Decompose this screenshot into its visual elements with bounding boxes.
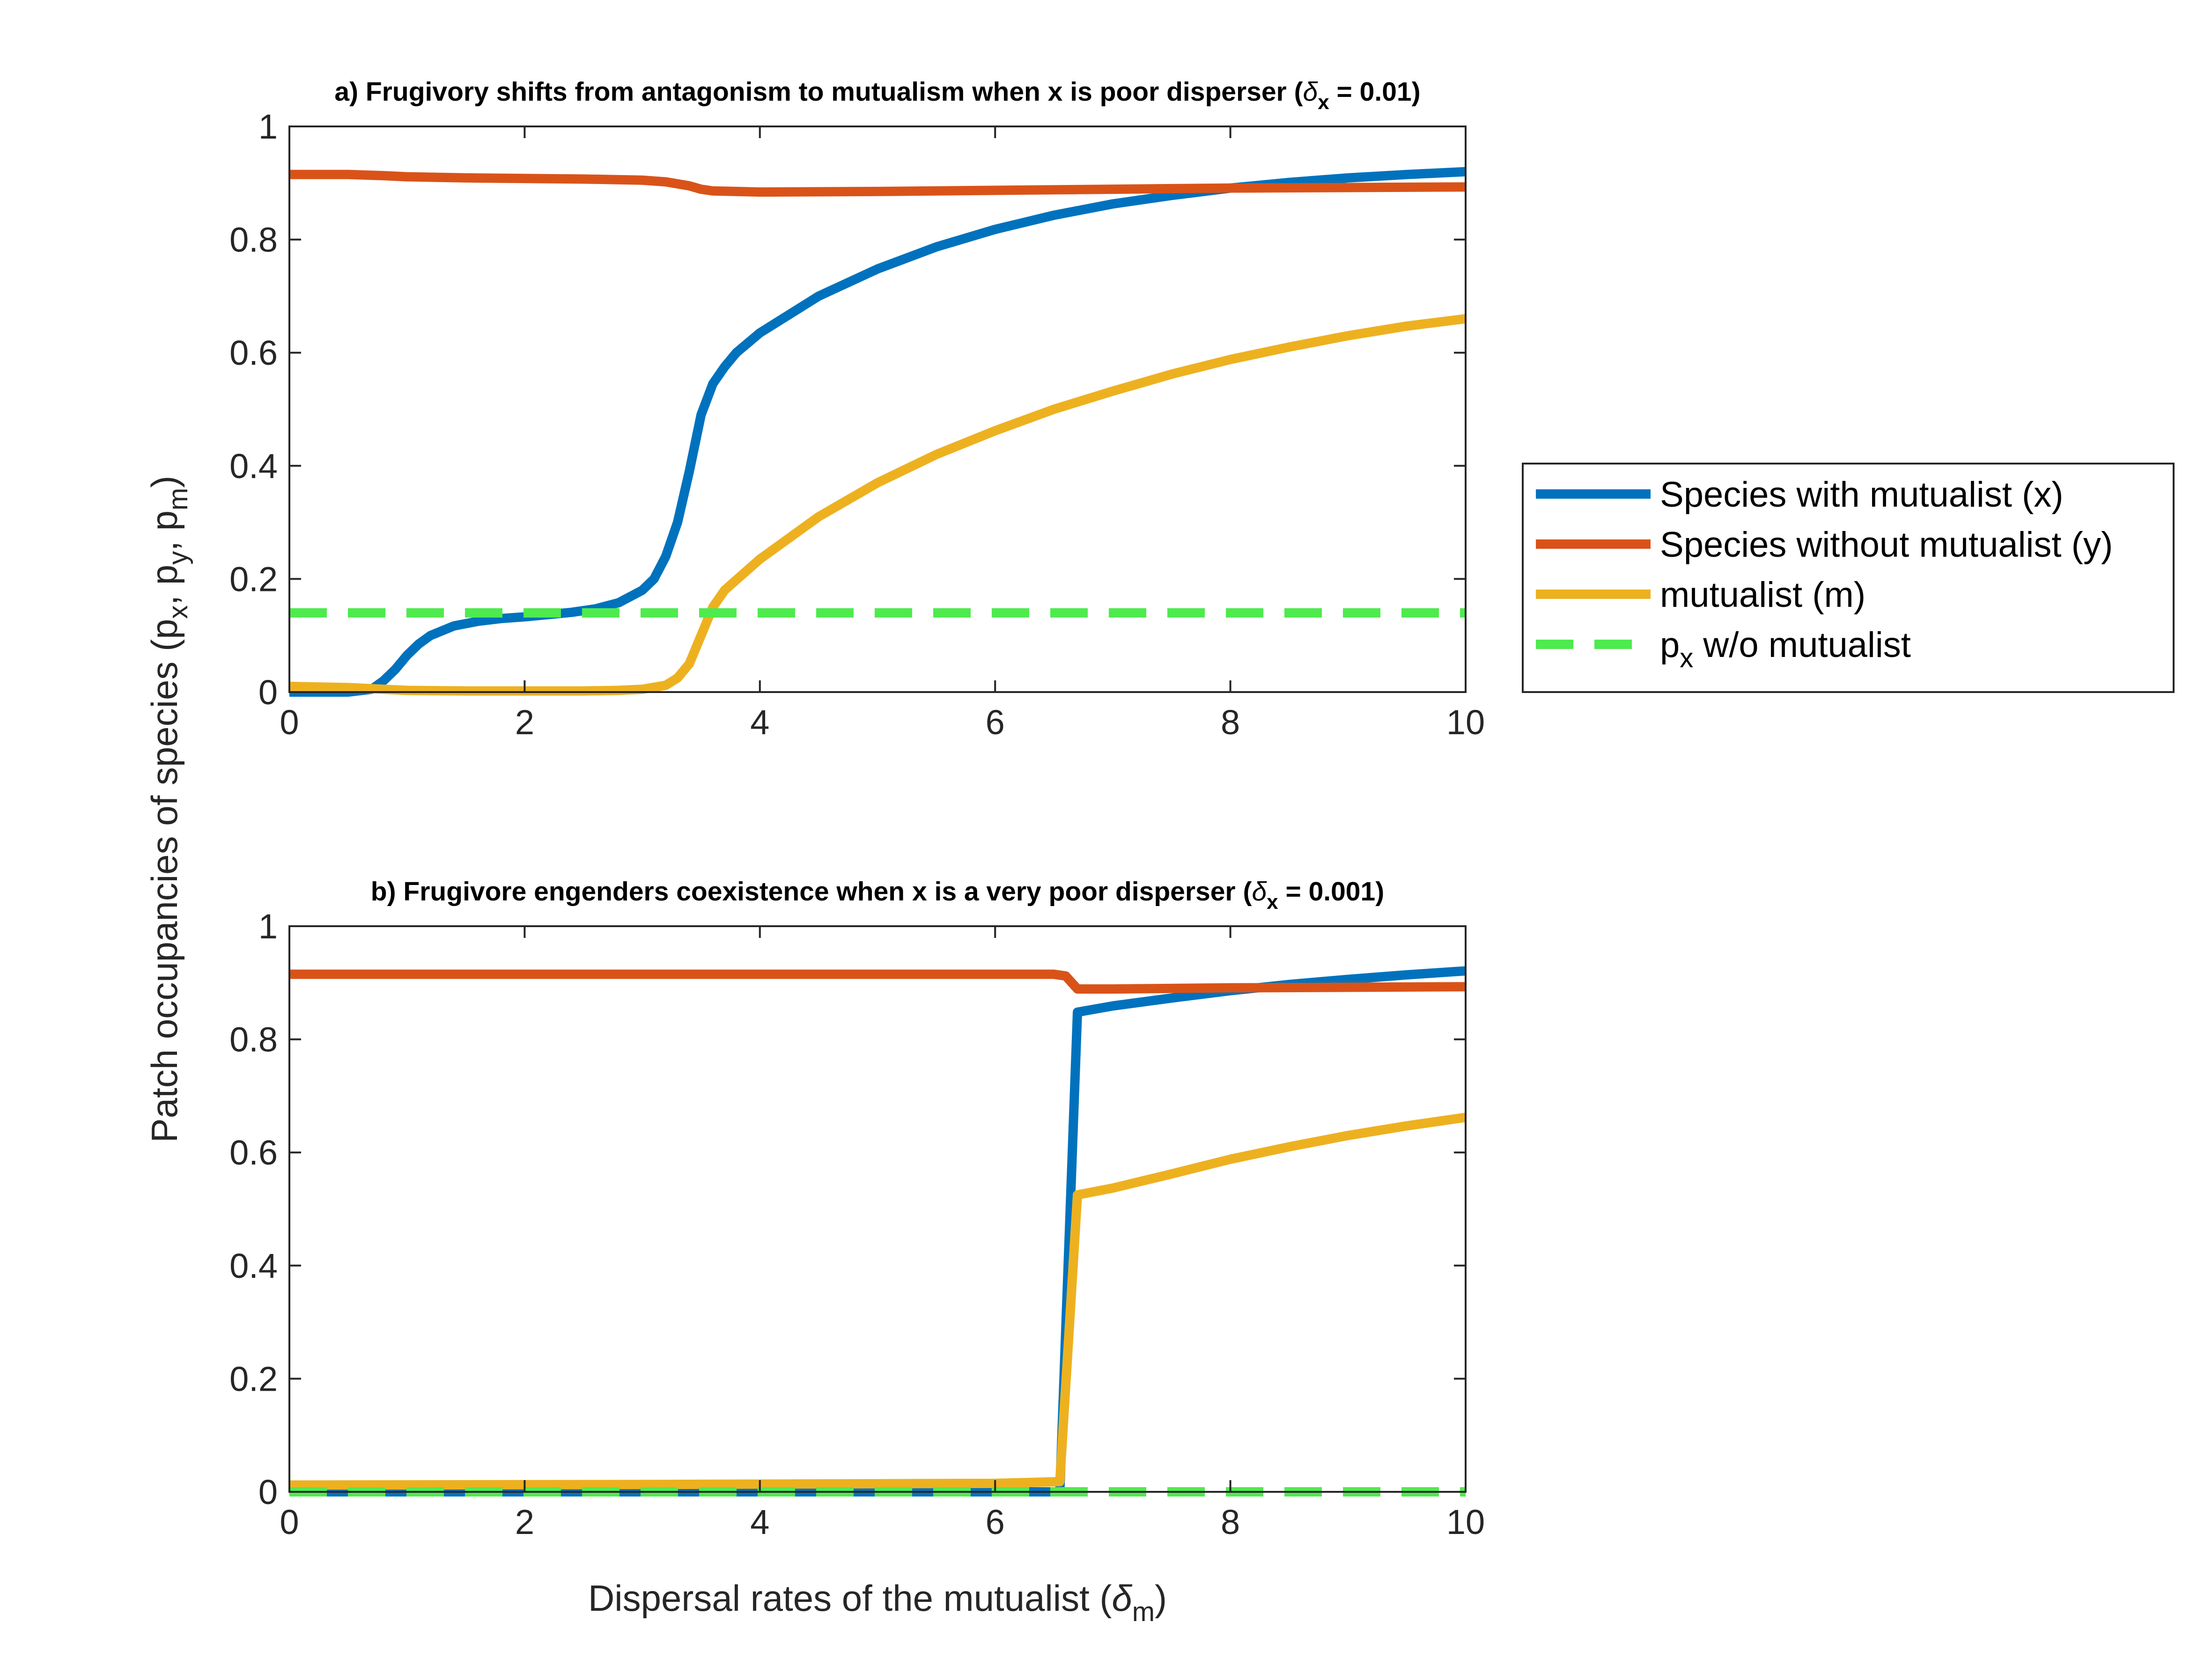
legend-label-px-main: p <box>1660 625 1680 665</box>
y-tick-label-a: 0.2 <box>229 560 278 598</box>
y-tick-label-a: 0.4 <box>229 447 278 486</box>
panel-title-b: b) Frugivore engenders coexistence when … <box>371 877 1384 914</box>
legend: Species with mutualist (x) Species witho… <box>1522 463 2175 693</box>
legend-label-px-rest: w/o mutualist <box>1693 625 1911 665</box>
y-tick-label-b: 0.2 <box>229 1359 278 1398</box>
x-axis-label-prefix: Dispersal rates of the mutualist ( <box>588 1578 1112 1619</box>
x-tick-label-a: 8 <box>1221 703 1240 742</box>
x-tick-label-b: 4 <box>750 1503 769 1541</box>
x-axis-label-sub: m <box>1132 1597 1155 1627</box>
y-axis-label-suffix: ) <box>144 476 185 488</box>
y-tick-label-b: 0.4 <box>229 1246 278 1285</box>
series-line-species-without-mutualist-y-a <box>289 170 1466 197</box>
panel-b: 0 2 4 6 8 10 0 0.2 0.4 0.6 0.8 1 b) Frugivore engen… <box>229 877 1485 1541</box>
series-line-mutualist-m-a <box>289 314 1467 696</box>
x-tick-label-a: 2 <box>515 703 534 742</box>
axes-frame-b <box>288 925 1467 1493</box>
panel-title-a-symbol: δ <box>1303 77 1319 107</box>
panel-title-a-sub: x <box>1318 91 1329 114</box>
panel-title-b-symbol: δ <box>1252 877 1267 907</box>
x-tick-label-b: 6 <box>986 1503 1005 1541</box>
legend-label-species-without-mutualist: Species without mutualist (y) <box>1660 525 2113 565</box>
axes-frame-a <box>288 125 1467 693</box>
legend-label-mutualist: mutualist (m) <box>1660 575 1865 615</box>
x-tick-label-a: 10 <box>1446 703 1485 742</box>
x-tick-label-b: 0 <box>280 1503 299 1541</box>
x-tick-label-a: 4 <box>750 703 769 742</box>
series-line-mutualist-m-b <box>289 1113 1467 1490</box>
series-line-species-with-mutualist-x-b <box>289 966 1466 1497</box>
plot-area-a <box>289 167 1467 697</box>
legend-box <box>1522 463 2175 693</box>
y-axis-label-sub1: x <box>163 605 193 619</box>
y-axis-label-sep1: , p <box>144 565 185 605</box>
y-tick-label-a: 0 <box>258 673 278 712</box>
y-axis-label-sub3: m <box>163 488 193 510</box>
series-line-species-with-mutualist-x-a <box>289 167 1466 697</box>
y-tick-label-b: 1 <box>258 907 278 946</box>
y-tick-label-a: 0.6 <box>229 333 278 372</box>
ticks-a: 0 2 4 6 8 10 0 0.2 0.4 0.6 0.8 1 <box>229 107 1485 742</box>
y-axis-label-sub2: y <box>163 551 193 565</box>
y-axis-label: Patch occupancies of species (px, py, pm… <box>144 476 193 1143</box>
x-axis-label-suffix: ) <box>1155 1578 1167 1619</box>
x-tick-label-b: 10 <box>1446 1503 1485 1541</box>
series-line-species-without-mutualist-y-b <box>289 969 1466 994</box>
x-tick-label-b: 2 <box>515 1503 534 1541</box>
ticks-b: 0 2 4 6 8 10 0 0.2 0.4 0.6 0.8 1 <box>229 907 1485 1541</box>
panel-title-b-suffix: = 0.001) <box>1278 877 1385 907</box>
y-tick-label-b: 0.6 <box>229 1133 278 1172</box>
x-tick-label-a: 0 <box>280 703 299 742</box>
panel-title-a: a) Frugivory shifts from antagonism to m… <box>334 77 1420 114</box>
y-tick-label-a: 0.8 <box>229 221 278 259</box>
x-axis-label: Dispersal rates of the mutualist (δm) <box>588 1578 1167 1627</box>
legend-label-px-sub: x <box>1680 643 1693 673</box>
panel-title-b-sub: x <box>1267 891 1278 914</box>
y-axis-label-sep2: , p <box>144 510 185 551</box>
y-tick-label-a: 1 <box>258 107 278 146</box>
x-axis-label-symbol: δ <box>1112 1578 1133 1619</box>
y-axis-label-prefix: Patch occupancies of species (p <box>144 619 185 1143</box>
panel-title-a-suffix: = 0.01) <box>1329 77 1421 107</box>
panel-title-a-text: a) Frugivory shifts from antagonism to m… <box>334 77 1303 107</box>
x-tick-label-a: 6 <box>986 703 1005 742</box>
y-tick-label-b: 0 <box>258 1473 278 1512</box>
panel-title-b-text: b) Frugivore engenders coexistence when … <box>371 877 1252 907</box>
y-tick-label-b: 0.8 <box>229 1020 278 1059</box>
legend-label-px-without-mutualist: px w/o mutualist <box>1660 625 1911 673</box>
legend-label-species-with-mutualist: Species with mutualist (x) <box>1660 475 2064 515</box>
x-tick-label-b: 8 <box>1221 1503 1240 1541</box>
